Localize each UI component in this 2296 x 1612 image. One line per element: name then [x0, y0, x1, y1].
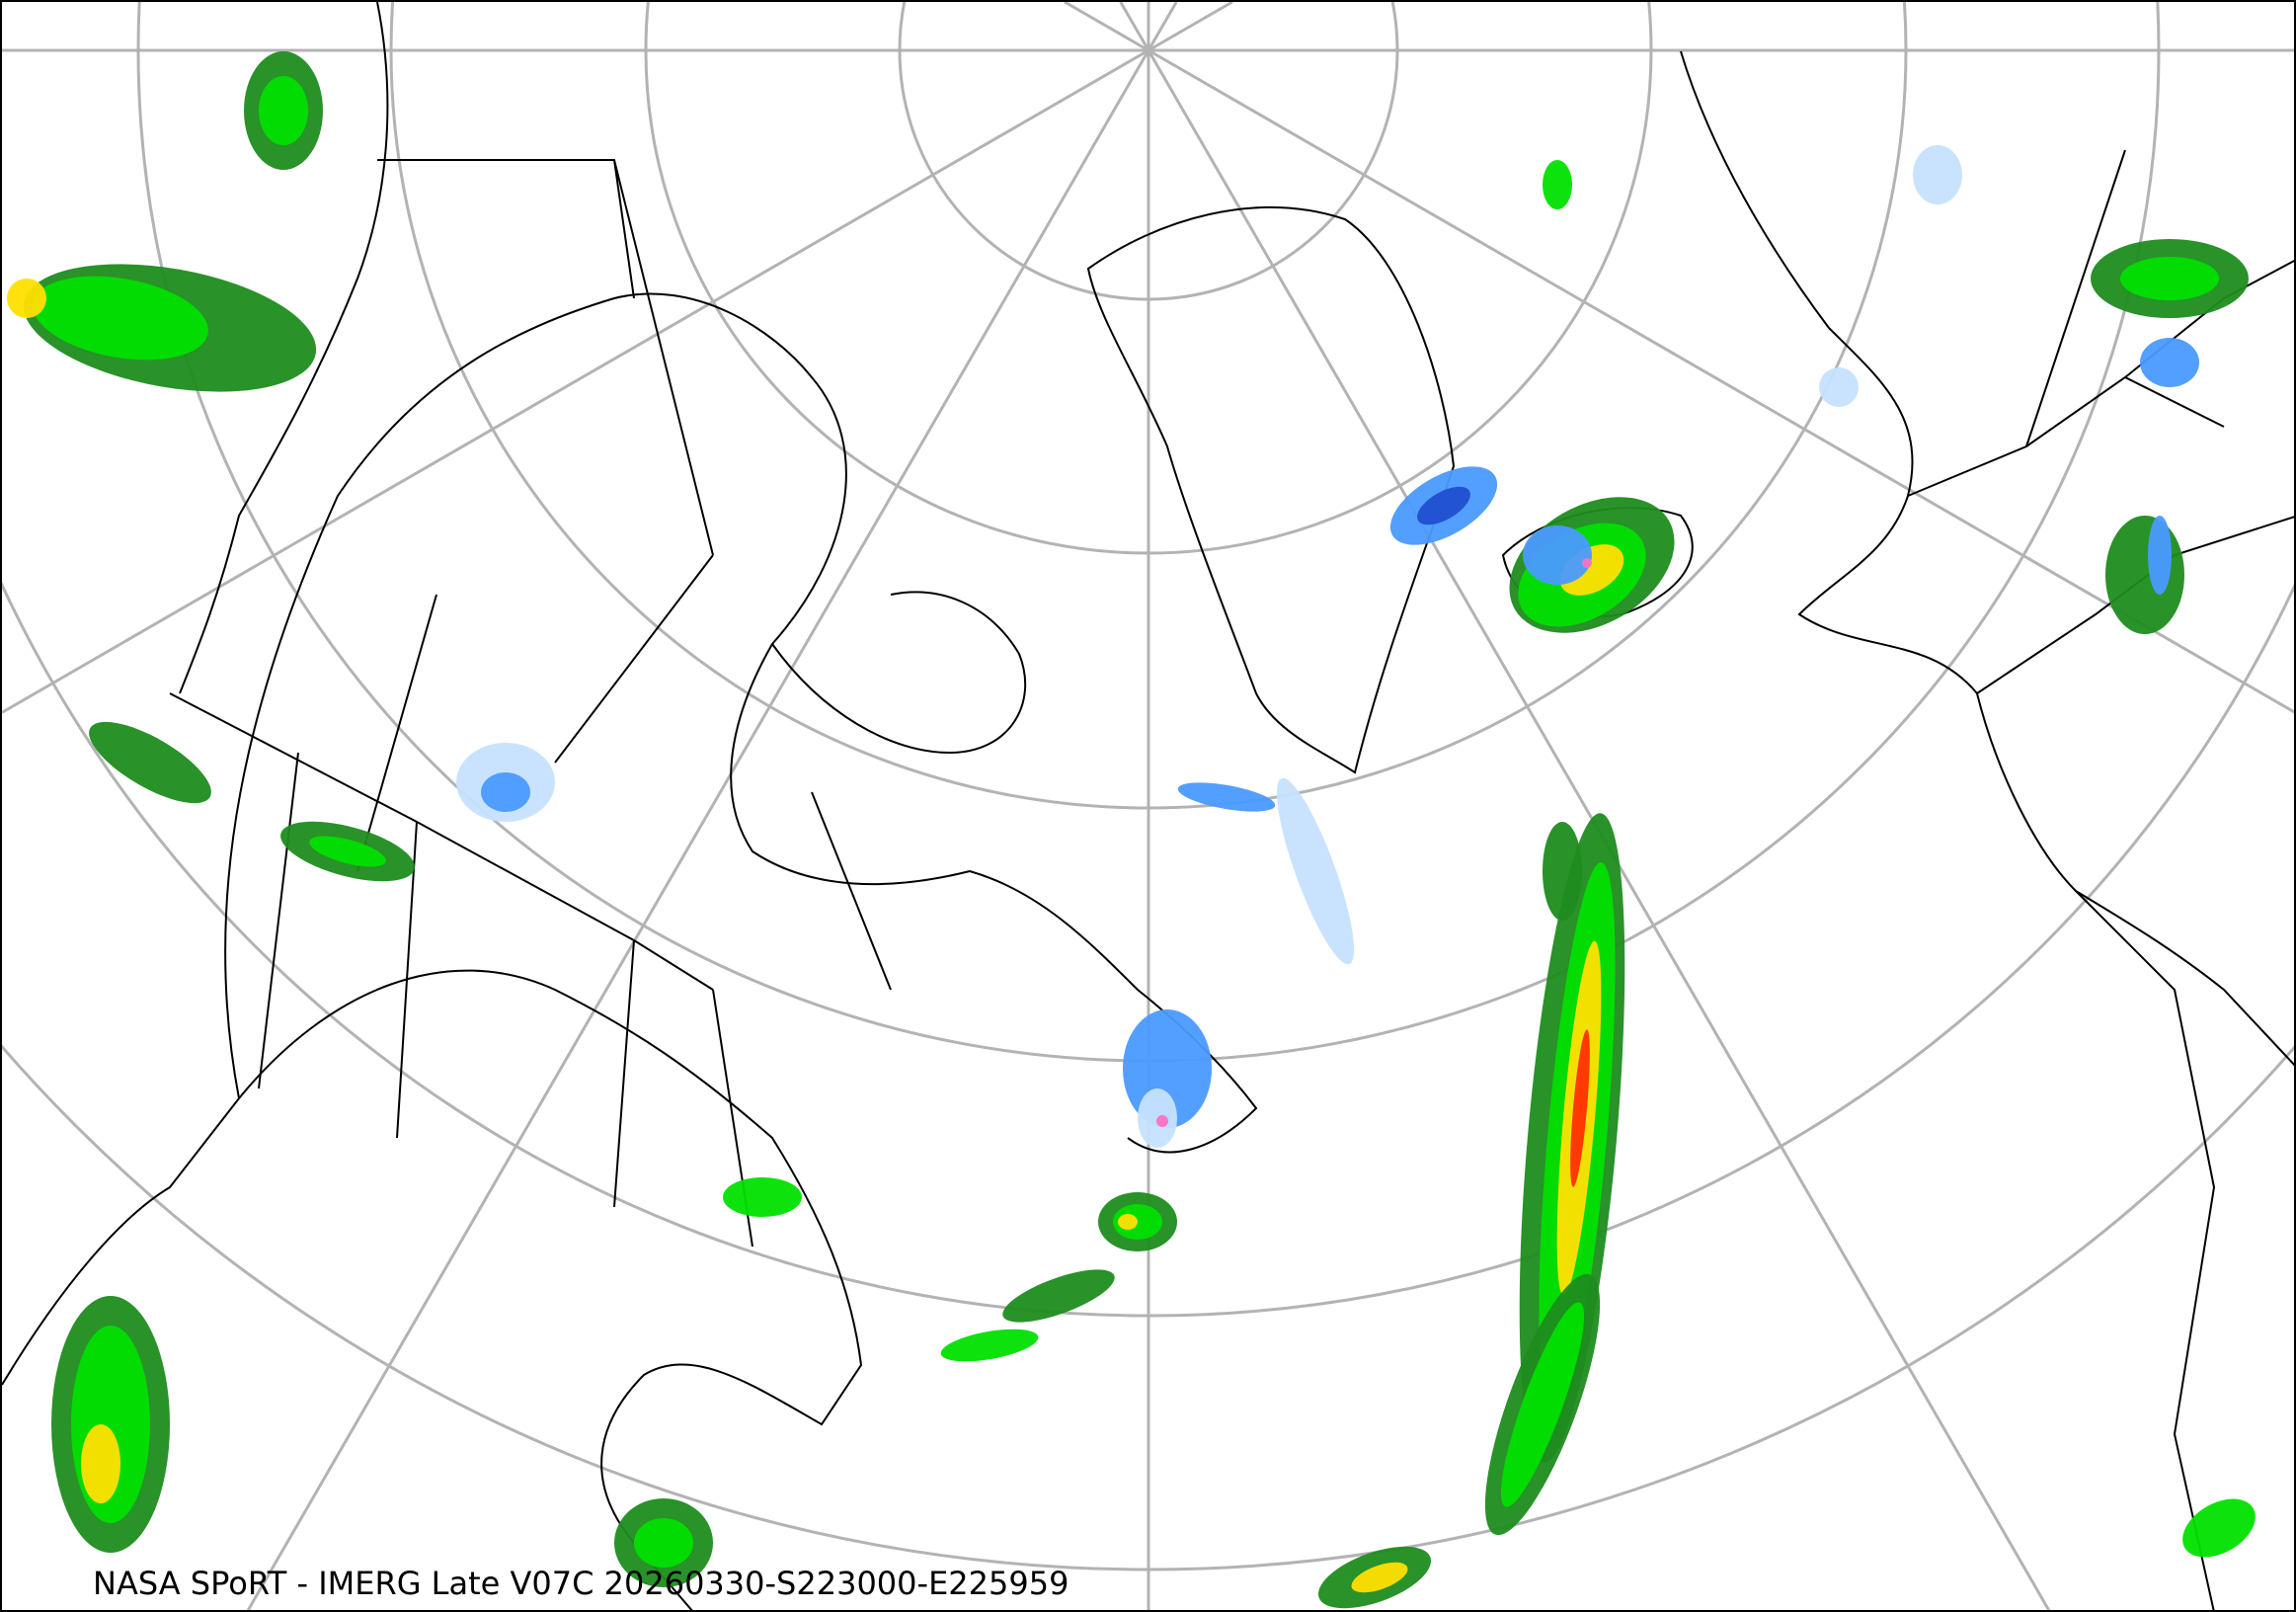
europe-coastline [1680, 50, 2294, 1067]
precipitation-area [1002, 1269, 1115, 1323]
precipitation-area [2120, 257, 2219, 300]
canada-provincial-borders [356, 159, 892, 991]
precipitation-area [89, 721, 211, 804]
precipitation-area [634, 1518, 693, 1568]
precipitation-area [1417, 486, 1470, 525]
meridian-line [1064, 2, 1149, 52]
meridian-line [1148, 48, 2294, 714]
precipitation-area [1276, 777, 1355, 965]
precipitation-area [259, 76, 308, 145]
precipitation-area [2148, 516, 2172, 595]
precipitation-area [1582, 558, 1592, 568]
alaska-coastline [179, 2, 389, 694]
hudson-bay-coastline [771, 591, 1027, 755]
precipitation-area [1913, 145, 1962, 204]
precipitation-area [81, 1424, 120, 1503]
meridian-line [1148, 2, 1233, 52]
precipitation-area [1819, 367, 1859, 407]
meridian-line [246, 49, 1150, 1610]
precipitation-area [7, 279, 46, 318]
product-caption: NASA SPoRT - IMERG Late V07C 20260330-S2… [93, 1565, 1069, 1602]
meridian-line [1119, 2, 1150, 51]
meridian-line [2, 48, 1149, 714]
greenland-coastline [1086, 206, 1456, 774]
canada-coastline [224, 292, 1258, 1154]
precipitation-area [33, 276, 208, 361]
precipitation-area [1351, 1562, 1408, 1593]
precipitation-area [2182, 1498, 2256, 1558]
precipitation-area [309, 836, 386, 867]
precipitation-area [1177, 782, 1276, 812]
precipitation-area [2105, 516, 2184, 634]
precipitation-area [1543, 160, 1572, 209]
us-canada-border [169, 692, 753, 1248]
precipitation-layer [7, 51, 2256, 1609]
precipitation-area [1118, 1214, 1138, 1230]
precipitation-area [1500, 1302, 1585, 1507]
meridian-line [1147, 2, 1178, 51]
precipitation-area [1523, 525, 1592, 585]
precipitation-area [2140, 338, 2199, 387]
precipitation-area [1543, 822, 1582, 921]
precipitation-area [723, 1177, 802, 1217]
precipitation-area [940, 1329, 1039, 1362]
north-america-coastline [2, 969, 863, 1610]
precipitation-area [481, 772, 530, 812]
precipitation-area [1156, 1115, 1168, 1127]
precipitation-area [1570, 1029, 1590, 1187]
